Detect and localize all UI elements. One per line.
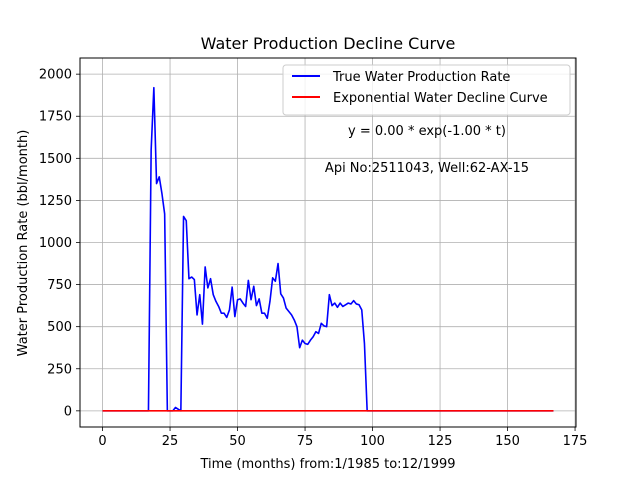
y-tick-label: 250 xyxy=(47,362,72,377)
x-tick-label: 0 xyxy=(98,434,106,449)
fit-equation-annotation: y = 0.00 * exp(-1.00 * t) xyxy=(348,124,506,139)
x-axis-label: Time (months) from:1/1985 to:12/1999 xyxy=(199,457,455,472)
y-tick-label: 0 xyxy=(64,404,72,419)
y-axis-ticks: 0 250 500 750 1000 1250 1500 1750 2000 xyxy=(39,68,80,419)
x-tick-label: 25 xyxy=(162,434,179,449)
y-tick-label: 2000 xyxy=(39,68,72,83)
y-tick-label: 1500 xyxy=(39,152,72,167)
x-tick-label: 175 xyxy=(563,434,588,449)
series-lines xyxy=(102,86,554,412)
legend-box xyxy=(282,64,571,116)
x-tick-label: 125 xyxy=(428,434,453,449)
y-tick-label: 1250 xyxy=(39,194,72,209)
legend-label-true-rate: True Water Production Rate xyxy=(332,70,510,85)
y-tick-label: 1750 xyxy=(39,110,72,125)
x-tick-label: 50 xyxy=(229,434,246,449)
y-axis-label: Water Production Rate (bbl/month) xyxy=(16,130,31,357)
x-tick-label: 150 xyxy=(495,434,520,449)
legend: True Water Production Rate Exponential W… xyxy=(282,64,571,116)
legend-label-exponential: Exponential Water Decline Curve xyxy=(333,91,548,106)
y-tick-label: 750 xyxy=(47,278,72,293)
y-tick-label: 500 xyxy=(47,320,72,335)
chart-title: Water Production Decline Curve xyxy=(201,34,456,53)
x-tick-label: 100 xyxy=(360,434,385,449)
x-axis-ticks: 0 25 50 75 100 125 150 175 xyxy=(98,427,587,449)
y-tick-label: 1000 xyxy=(39,236,72,251)
x-tick-label: 75 xyxy=(297,434,314,449)
true-water-rate-line xyxy=(102,86,554,412)
well-info-annotation: Api No:2511043, Well:62-AX-15 xyxy=(325,161,529,176)
